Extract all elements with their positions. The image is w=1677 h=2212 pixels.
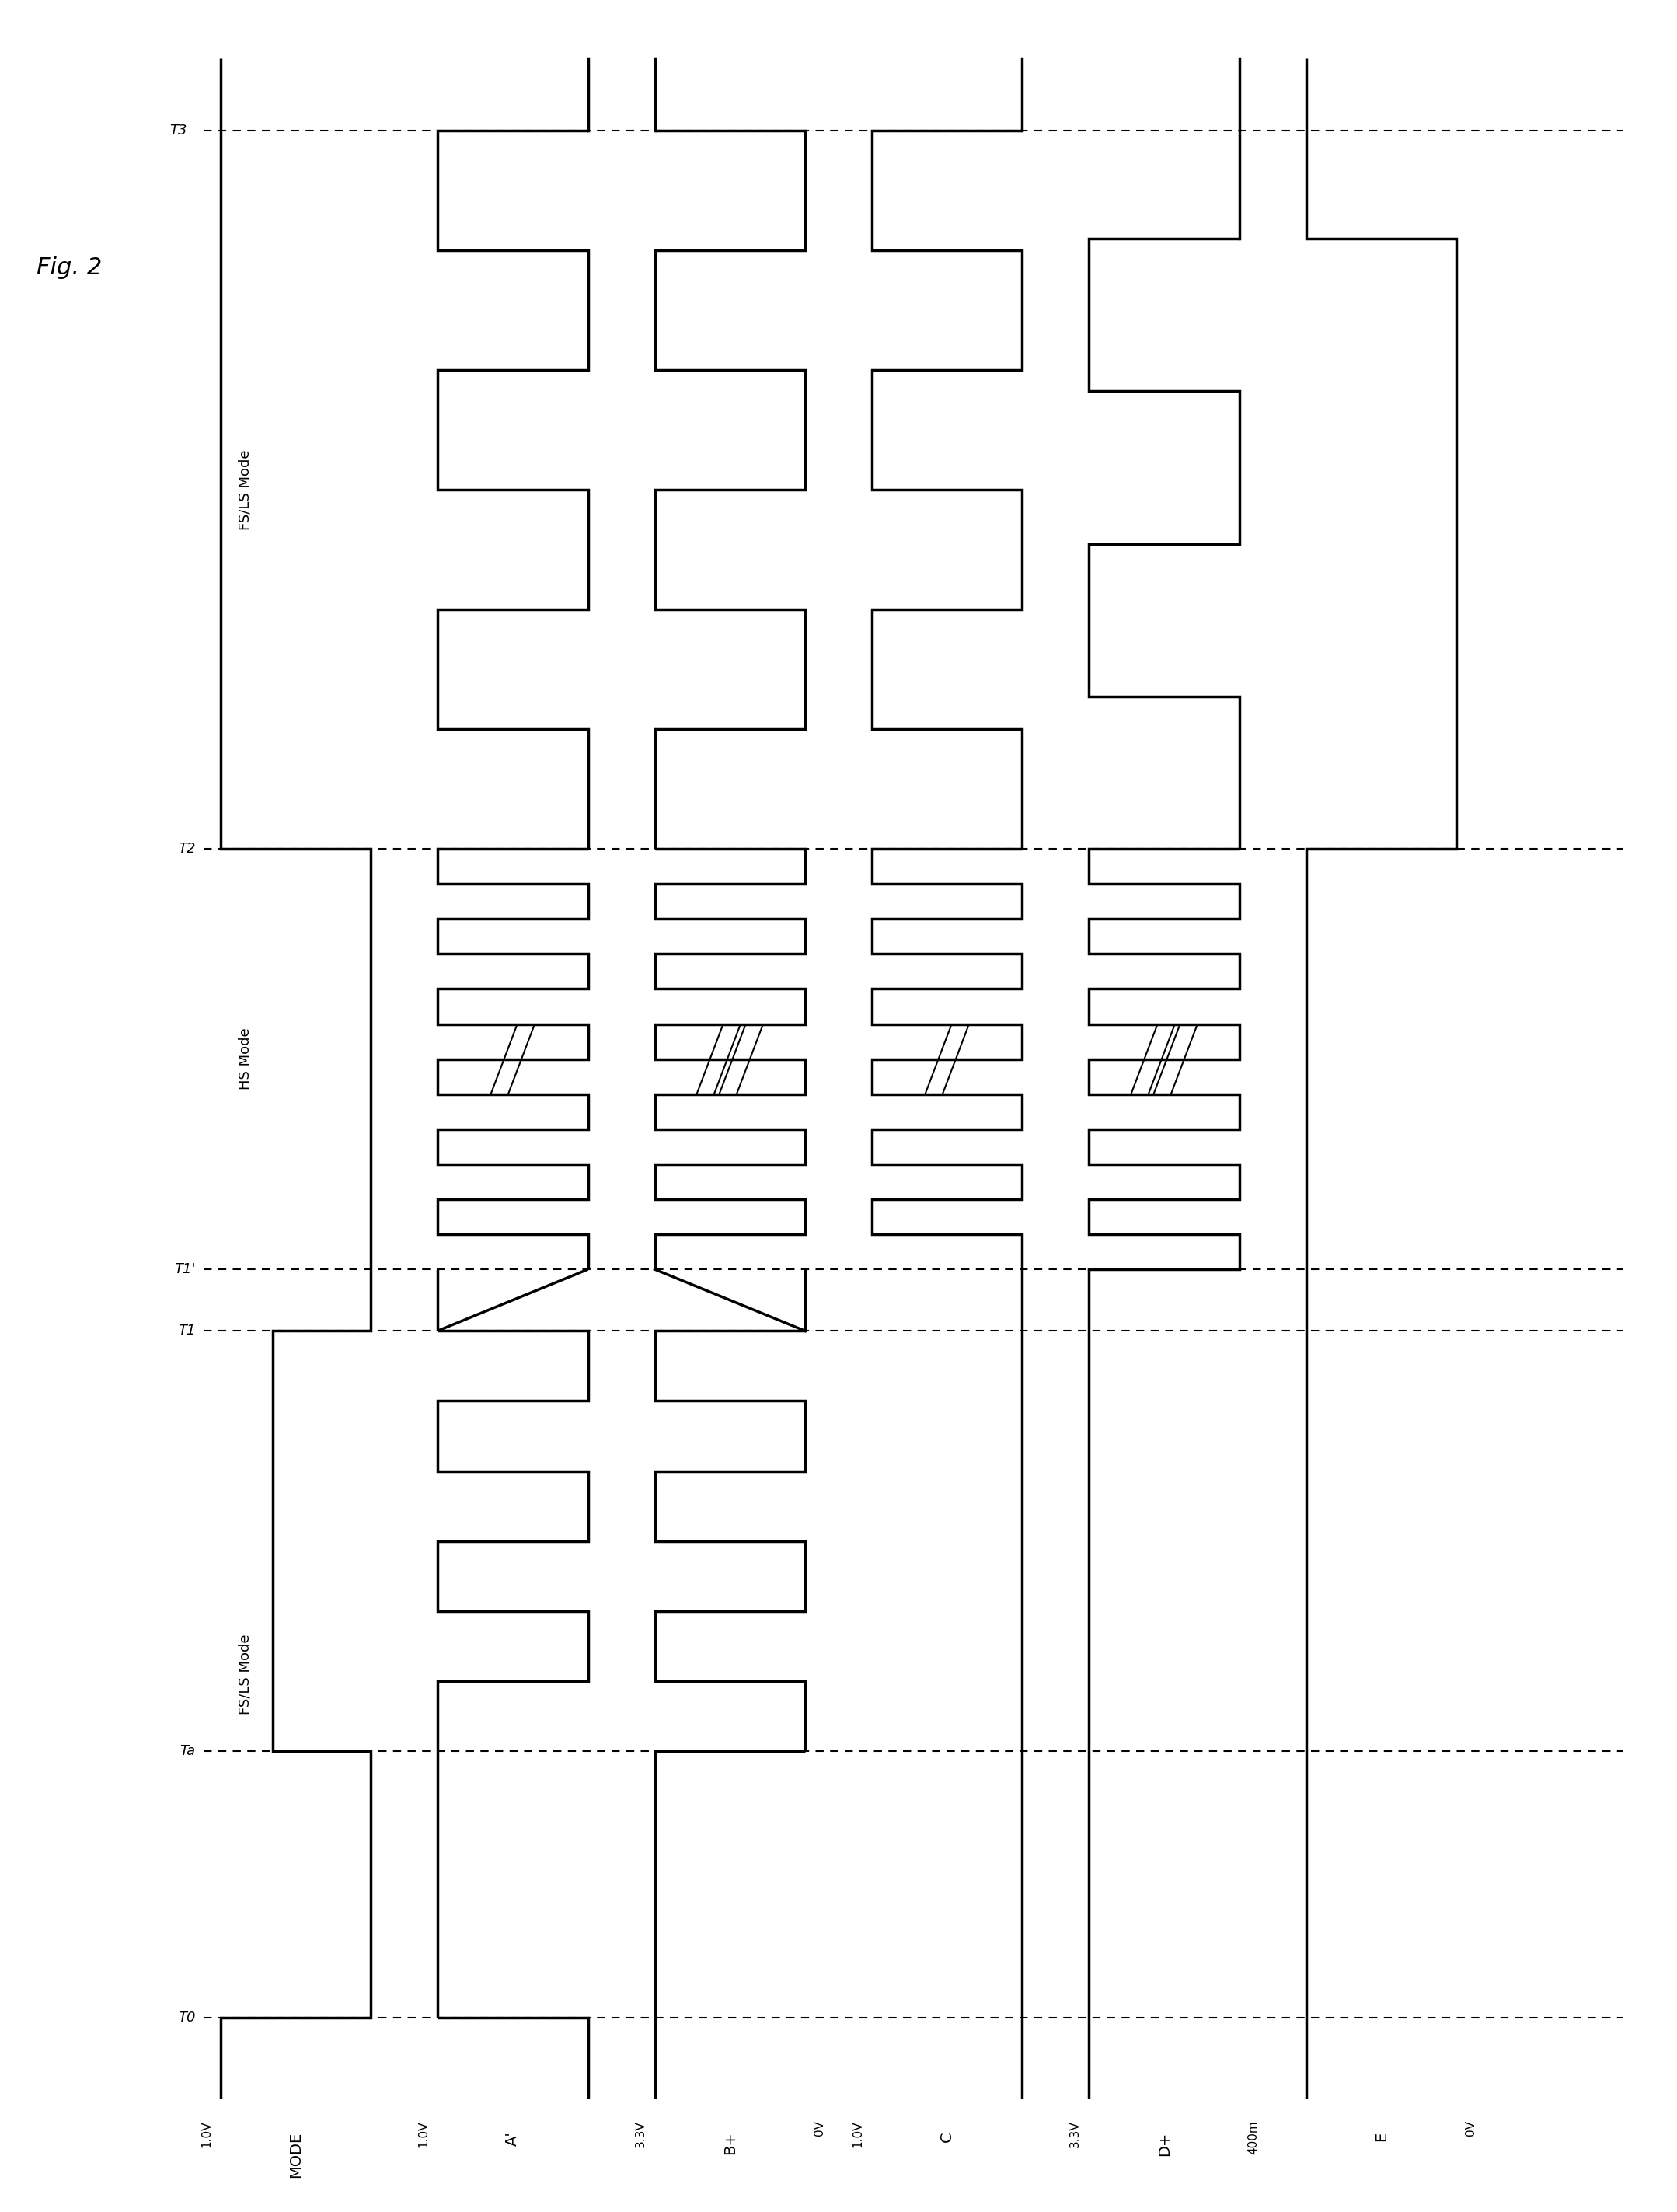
- Text: T0: T0: [178, 2011, 195, 2024]
- Text: 1.0V: 1.0V: [200, 2121, 211, 2148]
- Text: HS Mode: HS Mode: [238, 1029, 253, 1091]
- Text: 1.0V: 1.0V: [418, 2121, 429, 2148]
- Text: T1: T1: [178, 1323, 195, 1338]
- Text: 1.0V: 1.0V: [852, 2121, 864, 2148]
- Text: 0V: 0V: [1466, 2121, 1477, 2137]
- Text: 3.3V: 3.3V: [1068, 2121, 1080, 2148]
- Text: A': A': [505, 2132, 520, 2146]
- Text: T3: T3: [169, 124, 188, 137]
- Text: FS/LS Mode: FS/LS Mode: [238, 449, 253, 531]
- Text: 400m: 400m: [1248, 2121, 1259, 2154]
- Text: T1': T1': [174, 1263, 195, 1276]
- Text: Ta: Ta: [179, 1745, 195, 1759]
- Text: C: C: [939, 2132, 954, 2141]
- Text: MODE: MODE: [288, 2132, 304, 2177]
- Text: D+: D+: [1157, 2132, 1172, 2157]
- Text: E: E: [1373, 2132, 1389, 2141]
- Text: FS/LS Mode: FS/LS Mode: [238, 1635, 253, 1714]
- Text: 0V: 0V: [813, 2121, 825, 2137]
- Text: B+: B+: [723, 2132, 738, 2154]
- Text: 3.3V: 3.3V: [634, 2121, 646, 2148]
- Text: T2: T2: [178, 843, 195, 856]
- Text: Fig. 2: Fig. 2: [37, 257, 102, 279]
